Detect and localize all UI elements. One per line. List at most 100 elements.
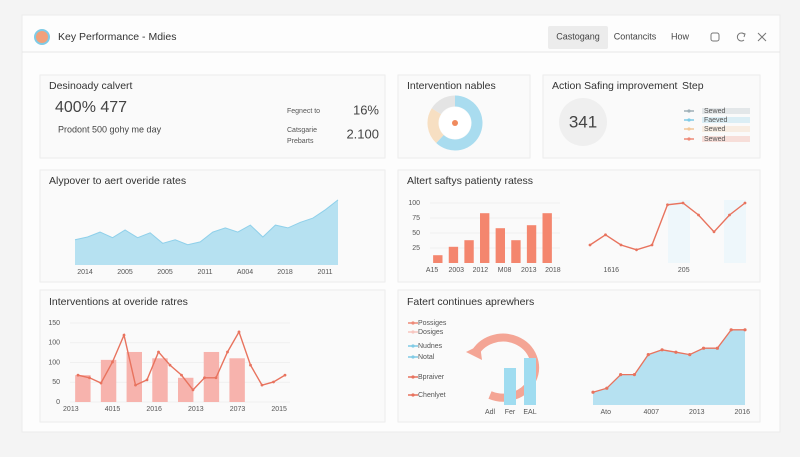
bar <box>229 358 245 402</box>
line-point <box>214 376 218 380</box>
card-title: Action Safing improvement <box>552 80 678 92</box>
nav-item[interactable]: How <box>671 31 690 41</box>
legend-dot <box>411 344 415 348</box>
icon-button[interactable] <box>736 32 746 42</box>
x-tick-label: 2012 <box>473 267 489 274</box>
x-tick-label: 2011 <box>197 269 212 276</box>
x-tick-label: 2018 <box>277 269 293 276</box>
y-tick-label: 100 <box>408 200 420 207</box>
line-point <box>203 376 206 380</box>
legend-label: Chenlyet <box>418 392 446 399</box>
stat-label: Catsgarie <box>287 127 317 134</box>
highlight-band <box>668 200 690 263</box>
stat-label: Prebarts <box>287 138 314 145</box>
y-tick-label: 75 <box>412 215 420 222</box>
icon-button[interactable] <box>710 32 720 42</box>
bar <box>524 358 536 405</box>
legend-label: Sewed <box>704 108 726 115</box>
icon-button[interactable] <box>757 32 767 42</box>
legend-label: Sewed <box>704 126 726 133</box>
line-point <box>743 328 747 332</box>
line-point <box>666 203 669 207</box>
line-point <box>646 353 650 357</box>
line-point <box>701 346 706 350</box>
line-point <box>588 243 592 247</box>
bar <box>511 240 521 263</box>
bar <box>75 375 91 402</box>
bar <box>542 213 552 263</box>
x-tick-label: M08 <box>498 267 512 274</box>
legend-label: Nudnes <box>418 343 443 350</box>
legend-label: Dosiges <box>418 329 444 336</box>
line-point <box>145 378 149 382</box>
x-tick-label: 2018 <box>545 267 561 274</box>
line-point <box>168 363 172 367</box>
legend-dot <box>411 321 415 325</box>
highlight-band <box>724 200 746 263</box>
legend-label: Faeved <box>704 117 727 124</box>
line-point <box>134 383 137 387</box>
donut-segment <box>427 108 445 144</box>
line-point <box>180 373 183 377</box>
line-point <box>712 230 716 234</box>
line-point <box>605 386 609 390</box>
line-point <box>650 243 654 247</box>
donut-segment <box>436 95 483 151</box>
kpi-value: 341 <box>569 112 597 131</box>
x-tick-label: EAL <box>523 409 536 416</box>
nav-item[interactable]: Castogang <box>556 31 600 41</box>
card-title: Alypover to aert overide rates <box>49 175 186 187</box>
donut-dot <box>452 120 458 126</box>
card-title: Fatert continues aprewhers <box>407 296 534 308</box>
bar <box>100 359 117 402</box>
x-tick-label: 2016 <box>146 406 162 413</box>
logo <box>34 29 50 45</box>
line-point <box>260 383 264 387</box>
legend-band <box>702 126 750 132</box>
line-point <box>604 233 607 237</box>
stat-value: 2.100 <box>346 126 379 141</box>
line-point <box>76 373 80 377</box>
card-title: Step <box>682 80 704 92</box>
card-title: Intervention nables <box>407 80 496 92</box>
line-point <box>283 373 287 377</box>
line-point <box>635 248 638 252</box>
line-point <box>715 346 719 350</box>
x-tick-label: 4007 <box>643 409 659 416</box>
caption: Prodont 500 gohy me day <box>58 124 162 134</box>
nav-item[interactable]: Contancits <box>614 31 657 41</box>
app-title: Key Performance - Mdies <box>58 31 176 43</box>
bar <box>433 255 443 263</box>
x-tick-label: Fer <box>505 409 516 416</box>
legend-dot <box>411 375 415 379</box>
card <box>39 74 386 159</box>
line-point <box>660 348 664 352</box>
legend-band <box>702 136 750 142</box>
y-tick-label: 100 <box>48 359 60 366</box>
legend-dot <box>687 109 691 113</box>
line-point <box>728 213 731 217</box>
x-tick-label: Ato <box>600 409 611 416</box>
legend-band <box>702 108 750 114</box>
legend-label: Sewed <box>704 136 726 143</box>
line-point <box>111 360 114 364</box>
line-point <box>619 373 623 377</box>
line-point <box>272 380 275 384</box>
bar <box>178 377 194 402</box>
line-point <box>237 330 241 334</box>
line-point <box>688 353 692 357</box>
bar <box>152 358 168 402</box>
x-tick-label: 2016 <box>734 409 750 416</box>
line-point <box>697 213 700 217</box>
line-point <box>226 350 229 354</box>
line-point <box>249 363 252 367</box>
y-tick-label: 150 <box>48 320 60 327</box>
legend-label: Notal <box>418 354 435 361</box>
x-tick-label: A004 <box>237 269 253 276</box>
legend-label: Possiges <box>418 320 447 327</box>
stat-label: Fegnect to <box>287 108 320 115</box>
bar <box>495 228 505 263</box>
line-point <box>88 376 91 380</box>
